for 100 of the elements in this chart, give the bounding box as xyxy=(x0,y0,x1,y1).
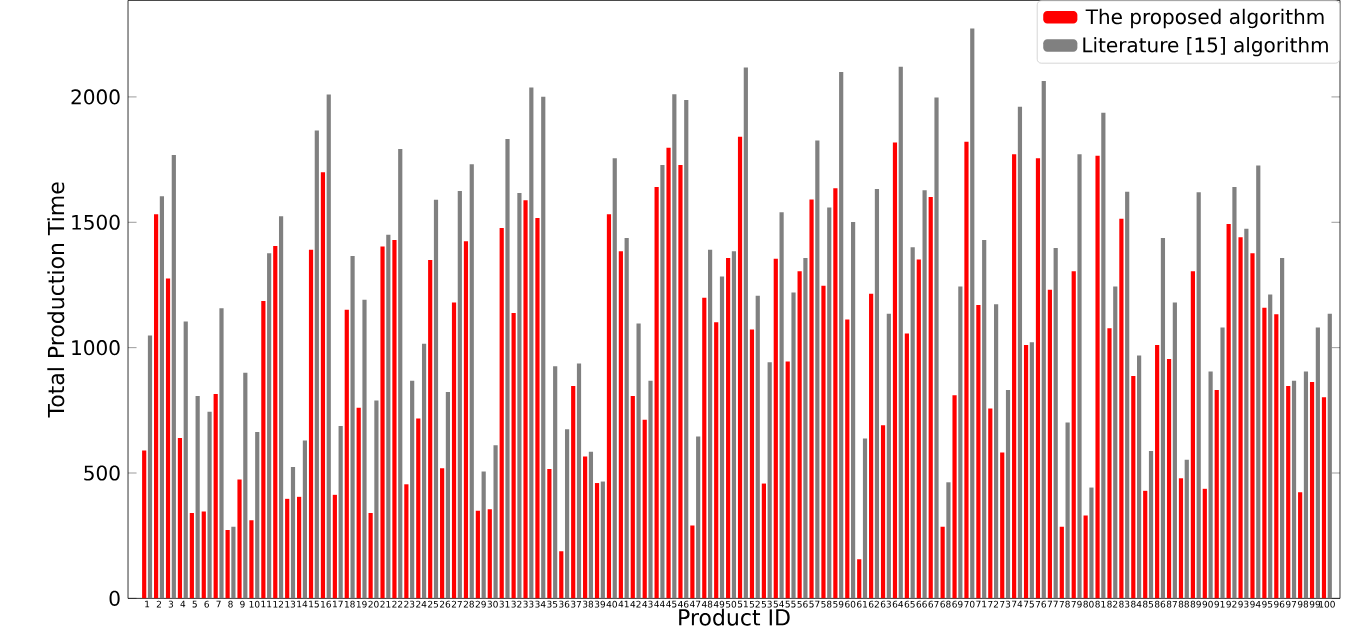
bar xyxy=(428,259,433,599)
legend-label: The proposed algorithm xyxy=(1085,8,1324,28)
bar xyxy=(654,186,659,599)
bar xyxy=(588,451,594,599)
bar xyxy=(499,227,504,599)
bar xyxy=(1000,452,1005,599)
bar xyxy=(189,512,194,599)
bar xyxy=(845,319,850,599)
bar xyxy=(1232,186,1237,599)
bar xyxy=(177,437,183,599)
x-axis-title: Product ID xyxy=(679,608,790,626)
bar xyxy=(243,372,248,599)
bar xyxy=(1107,328,1112,599)
bar xyxy=(1089,487,1094,599)
bar xyxy=(1172,302,1177,599)
bar xyxy=(672,93,677,599)
bar xyxy=(511,312,516,599)
bar xyxy=(1250,253,1255,599)
bar xyxy=(273,245,278,599)
bar xyxy=(1178,478,1184,599)
bar xyxy=(517,192,522,599)
bar xyxy=(505,138,510,599)
bar xyxy=(535,217,540,599)
bar xyxy=(529,87,534,599)
bar xyxy=(815,140,820,599)
bar xyxy=(457,190,462,599)
bar xyxy=(779,212,784,599)
bar xyxy=(165,278,171,599)
bar xyxy=(726,257,731,599)
bar xyxy=(225,529,230,599)
bar xyxy=(392,239,397,599)
y-axis-title: Total Production Time xyxy=(47,182,65,418)
bar xyxy=(1321,397,1327,599)
bar xyxy=(433,199,439,599)
bar xyxy=(952,395,957,599)
bar xyxy=(755,295,760,599)
bar xyxy=(994,304,999,599)
bar xyxy=(541,96,546,599)
bar xyxy=(463,241,469,599)
bar xyxy=(791,292,796,599)
bar xyxy=(320,171,326,599)
bar xyxy=(886,313,891,599)
bar xyxy=(1166,358,1172,599)
bar xyxy=(1137,355,1142,599)
bar xyxy=(1017,106,1023,599)
bar xyxy=(880,424,886,599)
bar xyxy=(1119,218,1124,599)
bar xyxy=(1095,155,1100,599)
bar xyxy=(922,190,927,599)
bar xyxy=(803,257,808,599)
bar xyxy=(255,431,260,599)
bar xyxy=(398,148,403,599)
bar xyxy=(1220,327,1225,599)
bar xyxy=(1053,247,1058,599)
bar xyxy=(285,498,290,599)
bar xyxy=(636,323,641,599)
bar xyxy=(797,270,802,599)
bar xyxy=(708,249,713,599)
bar xyxy=(1214,389,1219,599)
bar xyxy=(684,99,689,599)
bar xyxy=(594,482,600,599)
bar xyxy=(892,142,898,599)
bar xyxy=(928,196,933,599)
bar xyxy=(1226,223,1231,599)
bar xyxy=(1309,381,1315,599)
bar xyxy=(1113,286,1118,599)
bar xyxy=(761,483,766,599)
bar xyxy=(874,188,880,599)
bar xyxy=(1298,492,1303,599)
bar xyxy=(1077,154,1082,599)
bar xyxy=(743,67,748,599)
bar xyxy=(201,511,206,599)
bar xyxy=(1274,314,1279,599)
bar xyxy=(290,466,296,599)
bar xyxy=(869,293,874,599)
bar xyxy=(219,308,224,599)
bar xyxy=(916,259,921,599)
bar xyxy=(1196,192,1201,599)
bar xyxy=(1071,270,1076,599)
bar xyxy=(1202,488,1207,599)
bar xyxy=(481,471,486,599)
bar xyxy=(1047,289,1052,599)
bar xyxy=(1208,371,1213,599)
bar xyxy=(946,482,951,599)
bar xyxy=(690,525,695,599)
bar xyxy=(451,302,457,599)
bar xyxy=(237,479,242,599)
bar xyxy=(618,251,623,599)
bar xyxy=(666,147,671,599)
bar xyxy=(1143,490,1148,599)
bar xyxy=(696,436,701,599)
bar xyxy=(338,425,343,599)
bar xyxy=(326,94,331,599)
bar xyxy=(380,246,385,599)
bar xyxy=(249,519,254,599)
bar xyxy=(493,445,498,599)
bar xyxy=(142,450,147,599)
bar xyxy=(374,400,379,599)
bar xyxy=(940,526,945,599)
bar xyxy=(857,559,862,599)
